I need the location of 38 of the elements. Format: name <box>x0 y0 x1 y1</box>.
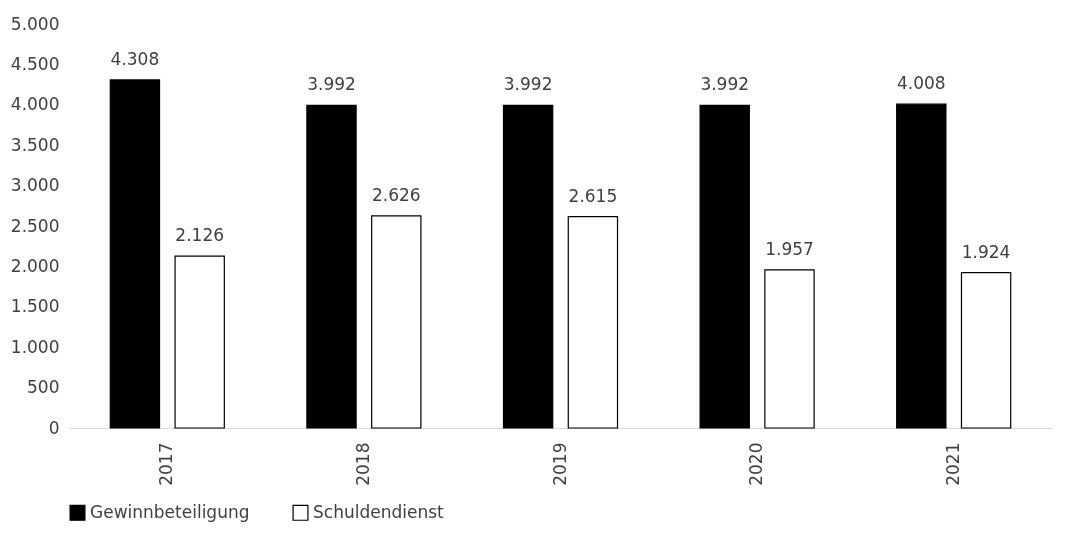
x-tick-label: 2017 <box>156 442 177 486</box>
bar <box>306 104 357 429</box>
y-tick-label: 3.000 <box>10 175 60 196</box>
data-label: 3.992 <box>700 74 750 95</box>
y-tick-label: 4.500 <box>10 53 60 74</box>
bar <box>174 255 225 429</box>
y-tick-label: 1.500 <box>10 296 60 317</box>
bar <box>960 271 1012 429</box>
y-tick-label: 3.500 <box>10 134 60 155</box>
data-label: 2.626 <box>371 184 421 205</box>
data-label: 1.957 <box>765 238 814 259</box>
x-tick-label: 2020 <box>746 442 767 486</box>
bar <box>371 215 422 429</box>
y-tick-label: 0 <box>48 417 60 438</box>
bar <box>764 269 815 429</box>
bar <box>567 216 619 429</box>
data-label: 1.924 <box>961 241 1011 262</box>
y-tick-label: 1.000 <box>10 336 60 357</box>
bar <box>896 103 947 429</box>
x-tick-label: 2018 <box>352 442 373 486</box>
bar <box>109 79 161 429</box>
legend-label: Schuldendienst <box>313 501 445 522</box>
y-tick-label: 5.000 <box>10 13 60 34</box>
x-tick-label: 2021 <box>942 442 963 486</box>
data-label: 3.992 <box>503 74 553 95</box>
data-label: 2.126 <box>175 225 225 246</box>
y-tick-label: 4.000 <box>10 94 60 115</box>
y-tick-label: 2.000 <box>10 255 60 276</box>
data-label: 3.992 <box>307 74 356 95</box>
y-tick-label: 500 <box>27 377 60 398</box>
y-tick-label: 2.500 <box>10 215 60 236</box>
data-label: 2.615 <box>568 185 618 206</box>
data-label: 4.308 <box>110 48 160 69</box>
legend-label: Gewinnbeteiligung <box>90 501 250 522</box>
x-tick-label: 2019 <box>549 442 570 486</box>
bar <box>699 104 750 429</box>
bar <box>502 104 554 429</box>
data-label: 4.008 <box>896 73 946 94</box>
